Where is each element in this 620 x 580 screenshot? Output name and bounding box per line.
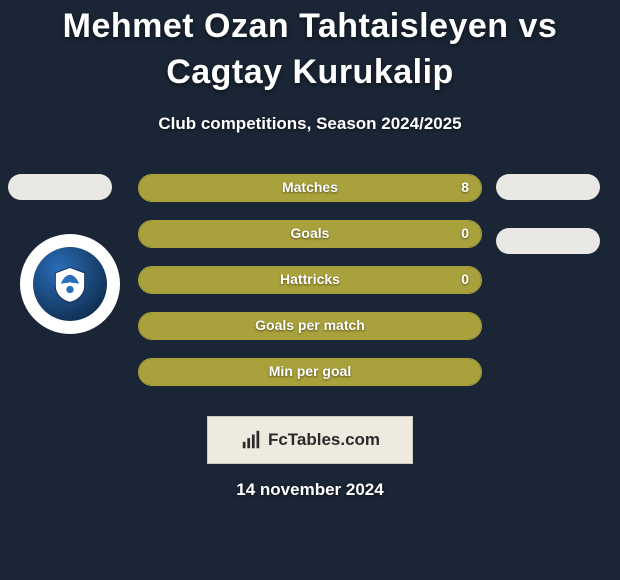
stats-area: Matches 8 Goals 0 Hattricks 0 Goals per … <box>0 174 620 414</box>
stat-bar-value: 8 <box>461 175 469 200</box>
stat-bar: Goals 0 <box>138 220 482 248</box>
stat-bar-label: Matches <box>139 175 481 200</box>
stat-bar: Min per goal <box>138 358 482 386</box>
stat-bar-value: 0 <box>461 221 469 246</box>
brand-card[interactable]: FcTables.com <box>207 416 413 464</box>
stat-bar: Goals per match <box>138 312 482 340</box>
stat-bar-label: Goals <box>139 221 481 246</box>
club-badge-left <box>20 234 120 334</box>
stat-bar: Matches 8 <box>138 174 482 202</box>
date-text: 14 november 2024 <box>0 480 620 500</box>
bar-chart-icon <box>240 429 262 451</box>
player-right-pill-2 <box>496 228 600 254</box>
stat-bar-value: 0 <box>461 267 469 292</box>
stat-bar-label: Min per goal <box>139 359 481 384</box>
stat-bar: Hattricks 0 <box>138 266 482 294</box>
eagle-shield-icon <box>48 262 92 306</box>
stat-bar-label: Goals per match <box>139 313 481 338</box>
subtitle: Club competitions, Season 2024/2025 <box>0 114 620 134</box>
stat-bar-label: Hattricks <box>139 267 481 292</box>
stat-bar-list: Matches 8 Goals 0 Hattricks 0 Goals per … <box>138 174 482 404</box>
brand-text: FcTables.com <box>268 430 380 450</box>
player-left-pill-1 <box>8 174 112 200</box>
player-right-pill-1 <box>496 174 600 200</box>
page-title: Mehmet Ozan Tahtaisleyen vs Cagtay Kuruk… <box>0 0 620 96</box>
